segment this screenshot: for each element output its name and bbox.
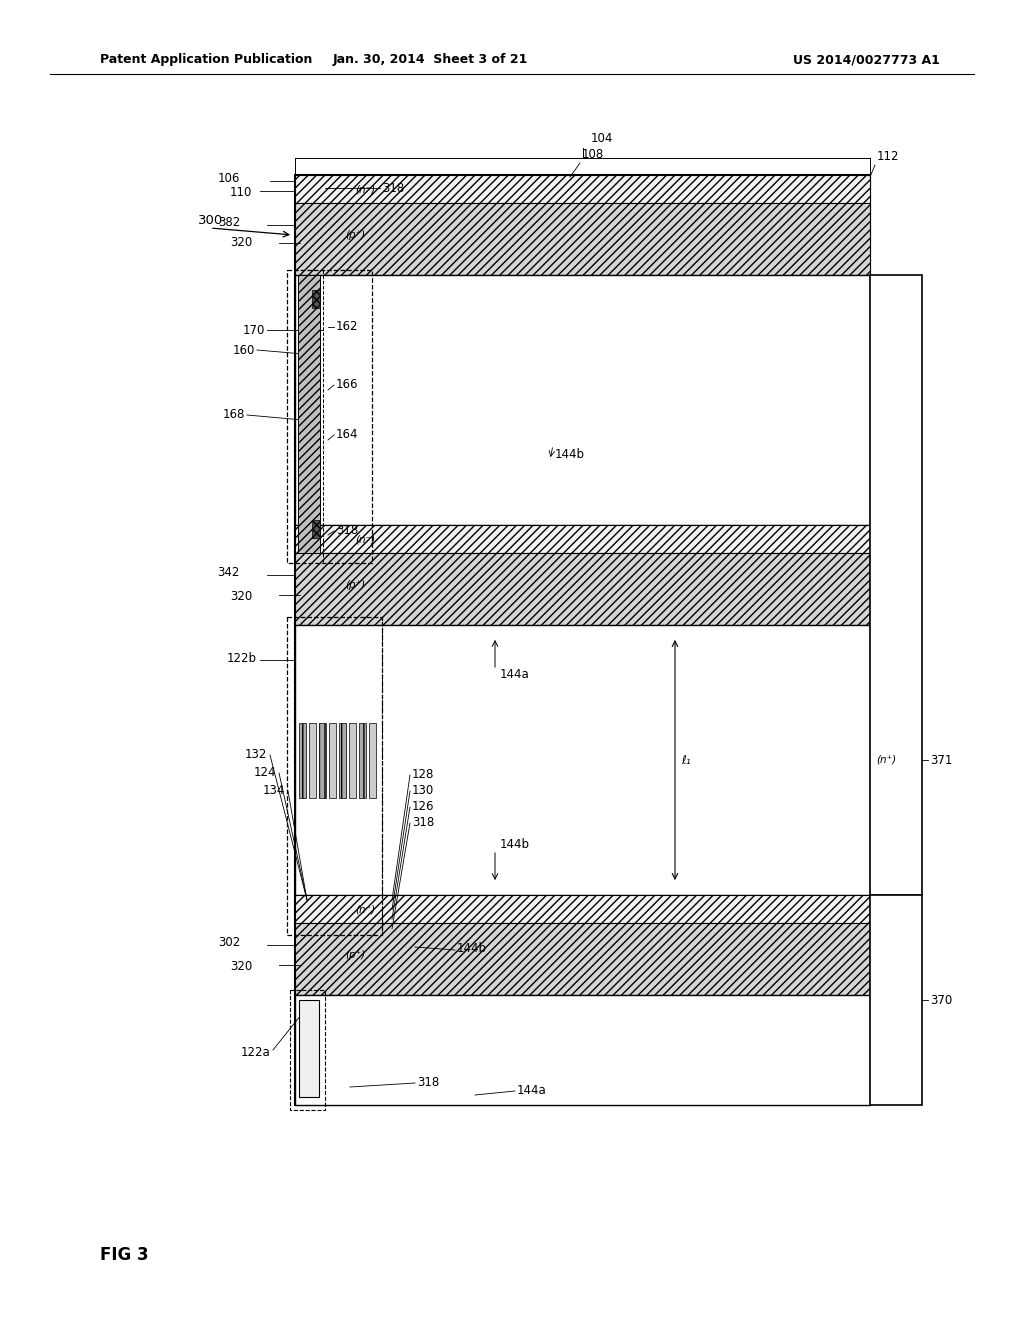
Text: 318: 318	[412, 817, 434, 829]
Bar	[295, 553, 870, 624]
Bar	[295, 203, 870, 275]
Text: 126: 126	[412, 800, 434, 813]
Bar	[295, 895, 870, 923]
Text: 108: 108	[582, 148, 604, 161]
Text: 162: 162	[336, 321, 358, 334]
Text: 170: 170	[243, 323, 265, 337]
Text: 122a: 122a	[241, 1045, 270, 1059]
Text: (n⁻): (n⁻)	[355, 183, 375, 194]
Text: 320: 320	[229, 590, 252, 602]
Text: 144b: 144b	[500, 838, 530, 851]
Bar	[299, 1001, 319, 1097]
Text: 132: 132	[245, 747, 267, 760]
Text: 318: 318	[382, 181, 404, 194]
Bar	[295, 176, 870, 203]
Bar	[349, 722, 356, 797]
Bar	[870, 275, 922, 895]
Text: (p⁺): (p⁺)	[345, 230, 366, 240]
Text: 130: 130	[412, 784, 434, 797]
Text: 128: 128	[412, 768, 434, 781]
Bar	[287, 616, 382, 935]
Bar	[295, 624, 870, 895]
Text: (n⁻): (n⁻)	[355, 904, 375, 913]
Text: 342: 342	[218, 566, 240, 579]
Bar	[359, 722, 366, 797]
Text: 112: 112	[877, 150, 899, 162]
Text: 320: 320	[229, 236, 252, 249]
Text: 144b: 144b	[457, 942, 487, 956]
Bar	[290, 990, 325, 1110]
Text: 134: 134	[262, 784, 285, 796]
Text: 144a: 144a	[517, 1084, 547, 1097]
Text: 124: 124	[254, 766, 276, 779]
Text: (n⁺): (n⁺)	[876, 755, 896, 766]
Text: 371: 371	[930, 754, 952, 767]
Bar	[870, 895, 922, 1105]
Bar	[295, 995, 870, 1105]
Bar	[295, 275, 870, 525]
Text: (n⁻): (n⁻)	[355, 535, 375, 544]
Bar	[287, 271, 372, 564]
Text: 318: 318	[336, 524, 358, 537]
Text: (p⁺): (p⁺)	[345, 579, 366, 590]
Text: 160: 160	[232, 343, 255, 356]
Text: 168: 168	[222, 408, 245, 421]
Text: 110: 110	[229, 186, 252, 198]
Bar	[295, 176, 870, 1105]
Text: 320: 320	[229, 960, 252, 973]
Bar	[312, 520, 319, 539]
Text: 302: 302	[218, 936, 240, 949]
Text: 166: 166	[336, 379, 358, 392]
Bar	[369, 722, 376, 797]
Text: 300: 300	[198, 214, 223, 227]
Text: 370: 370	[930, 994, 952, 1006]
Bar	[298, 275, 319, 553]
Text: 104: 104	[591, 132, 613, 145]
Bar	[312, 290, 319, 308]
Bar	[295, 525, 870, 553]
Text: 106: 106	[218, 173, 240, 186]
Text: Jan. 30, 2014  Sheet 3 of 21: Jan. 30, 2014 Sheet 3 of 21	[333, 54, 527, 66]
Text: US 2014/0027773 A1: US 2014/0027773 A1	[794, 54, 940, 66]
Text: Patent Application Publication: Patent Application Publication	[100, 54, 312, 66]
Text: (p⁺): (p⁺)	[345, 950, 366, 960]
Bar	[295, 923, 870, 995]
Bar	[329, 722, 336, 797]
Text: 144b: 144b	[555, 449, 585, 462]
Bar	[299, 722, 306, 797]
Bar	[309, 722, 316, 797]
Text: 318: 318	[417, 1076, 439, 1089]
Text: FIG 3: FIG 3	[100, 1246, 148, 1265]
Bar	[319, 722, 326, 797]
Text: ℓ₁: ℓ₁	[681, 754, 690, 767]
Text: 122b: 122b	[227, 652, 257, 665]
Text: 164: 164	[336, 429, 358, 441]
Text: 144a: 144a	[500, 668, 529, 681]
Text: 382: 382	[218, 216, 240, 230]
Bar	[339, 722, 346, 797]
